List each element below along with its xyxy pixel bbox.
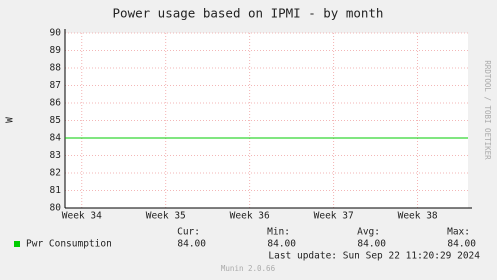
legend-header: Cur:	[177, 227, 200, 238]
legend-header: Max:	[447, 227, 470, 238]
legend-label: Pwr Consumption	[26, 239, 112, 250]
legend-value: 84.00	[177, 239, 206, 250]
y-axis-label: W	[5, 117, 16, 123]
y-tick-label: 87	[50, 80, 61, 91]
y-tick-label: 89	[50, 45, 62, 56]
y-tick-label: 81	[50, 185, 62, 196]
y-tick-label: 84	[50, 133, 62, 144]
y-tick-label: 86	[50, 98, 62, 109]
y-tick-label: 82	[50, 168, 61, 179]
legend-header: Avg:	[357, 227, 380, 238]
x-tick-label: Week 37	[314, 211, 354, 222]
last-update: Last update: Sun Sep 22 11:20:29 2024	[268, 251, 480, 262]
y-tick-label: 90	[50, 28, 62, 39]
legend-value: 84.00	[447, 239, 476, 250]
legend-swatch	[14, 241, 20, 247]
y-tick-label: 85	[50, 115, 61, 126]
x-tick-label: Week 34	[62, 211, 102, 222]
legend-value: 84.00	[267, 239, 296, 250]
legend-header: Min:	[267, 227, 290, 238]
footer: Munin 2.0.66	[221, 264, 276, 273]
chart-title: Power usage based on IPMI - by month	[113, 6, 384, 21]
y-tick-label: 80	[50, 203, 62, 214]
y-tick-label: 83	[50, 150, 61, 161]
side-text: RRDTOOL / TOBI OETIKER	[483, 60, 492, 160]
x-tick-label: Week 36	[230, 211, 270, 222]
legend-value: 84.00	[357, 239, 386, 250]
y-tick-label: 88	[50, 63, 62, 74]
x-tick-label: Week 38	[398, 211, 438, 222]
x-tick-label: Week 35	[146, 211, 186, 222]
